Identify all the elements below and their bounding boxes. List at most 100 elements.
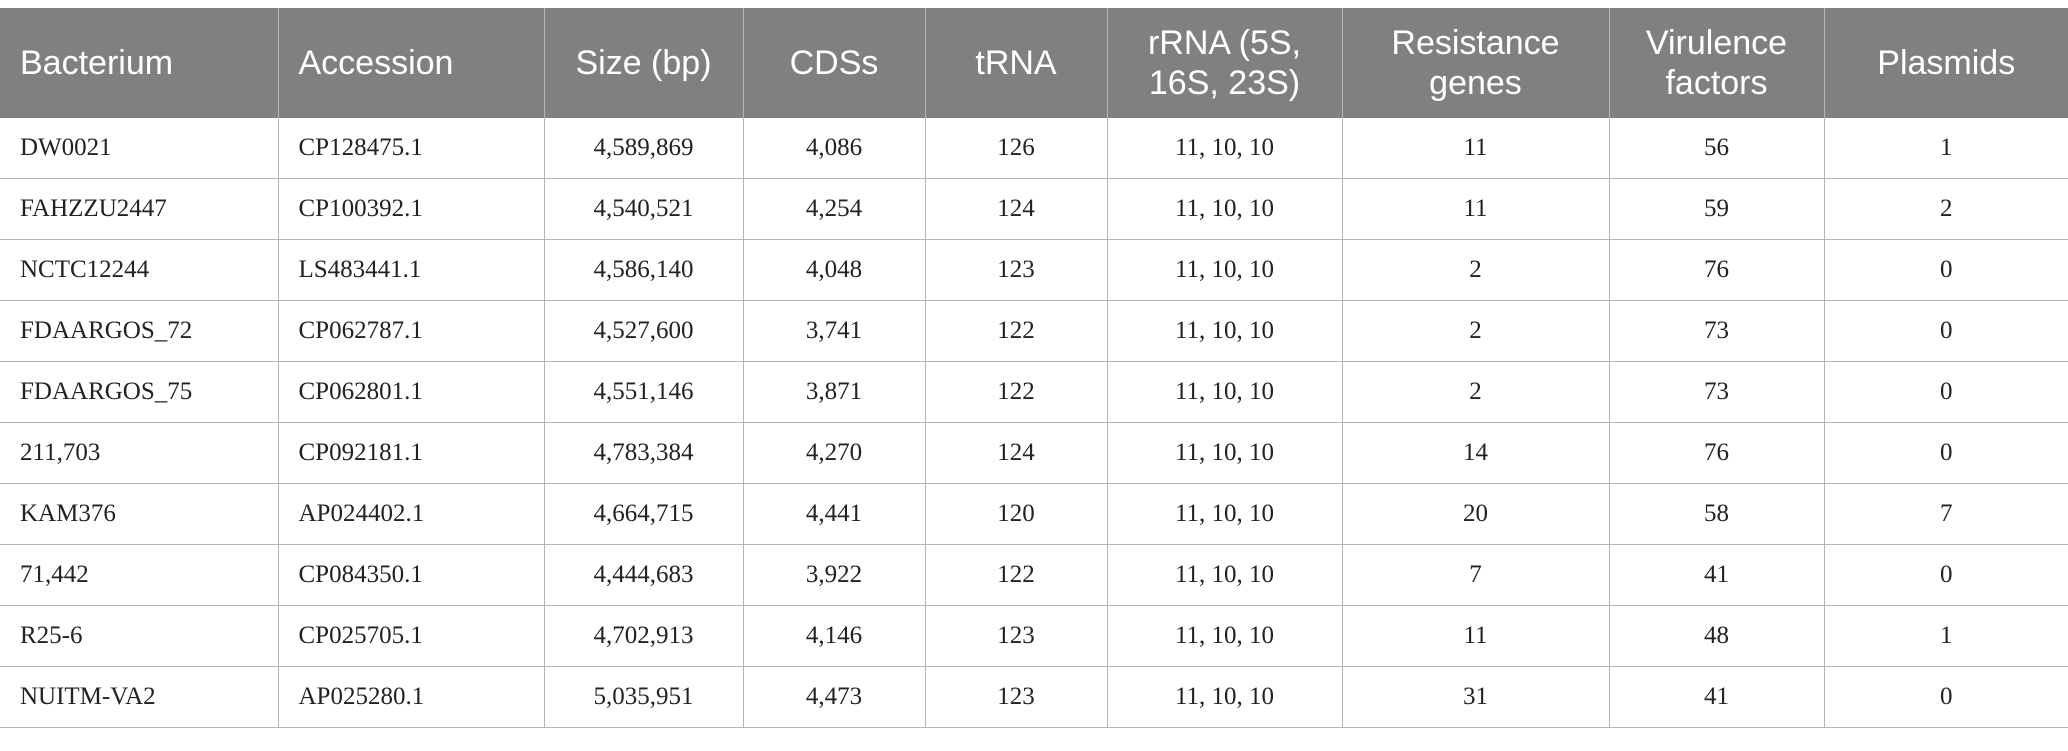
- cell-size: 4,540,521: [543, 178, 743, 240]
- cell-trna: 123: [924, 605, 1107, 667]
- cell-trna: 126: [924, 118, 1107, 179]
- cell-resistance-genes: 2: [1341, 361, 1609, 423]
- cell-virulence-factors: 73: [1608, 300, 1824, 362]
- header-size: Size (bp): [543, 8, 743, 118]
- cell-rrna: 11, 10, 10: [1106, 178, 1342, 240]
- cell-resistance-genes: 11: [1341, 118, 1609, 179]
- cell-accession: AP024402.1: [277, 483, 544, 545]
- cell-plasmids: 1: [1823, 605, 2068, 667]
- cell-size: 4,527,600: [543, 300, 743, 362]
- cell-rrna: 11, 10, 10: [1106, 544, 1342, 606]
- cell-bacterium: DW0021: [0, 118, 278, 179]
- cell-resistance-genes: 31: [1341, 666, 1609, 728]
- cell-virulence-factors: 41: [1608, 666, 1824, 728]
- header-rrna: rRNA (5S, 16S, 23S): [1106, 8, 1342, 118]
- cell-size: 4,444,683: [543, 544, 743, 606]
- cell-bacterium: R25-6: [0, 605, 278, 667]
- cell-cdss: 3,871: [742, 361, 925, 423]
- cell-accession: CP084350.1: [277, 544, 544, 606]
- cell-plasmids: 7: [1823, 483, 2068, 545]
- cell-trna: 123: [924, 666, 1107, 728]
- cell-virulence-factors: 48: [1608, 605, 1824, 667]
- cell-bacterium: NUITM-VA2: [0, 666, 278, 728]
- cell-trna: 122: [924, 361, 1107, 423]
- cell-bacterium: KAM376: [0, 483, 278, 545]
- header-accession: Accession: [277, 8, 544, 118]
- table-row: FDAARGOS_72 CP062787.1 4,527,600 3,741 122 11…: [0, 300, 2068, 362]
- header-row: Bacterium Accession Size (bp) CDSs tRNA …: [0, 8, 2068, 118]
- cell-rrna: 11, 10, 10: [1106, 422, 1342, 484]
- cell-plasmids: 0: [1823, 666, 2068, 728]
- cell-rrna: 11, 10, 10: [1106, 666, 1342, 728]
- cell-trna: 124: [924, 178, 1107, 240]
- cell-plasmids: 0: [1823, 361, 2068, 423]
- cell-cdss: 4,146: [742, 605, 925, 667]
- cell-trna: 120: [924, 483, 1107, 545]
- header-cdss: CDSs: [742, 8, 925, 118]
- cell-rrna: 11, 10, 10: [1106, 300, 1342, 362]
- cell-resistance-genes: 14: [1341, 422, 1609, 484]
- cell-accession: CP025705.1: [277, 605, 544, 667]
- cell-virulence-factors: 56: [1608, 118, 1824, 179]
- cell-bacterium: FDAARGOS_75: [0, 361, 278, 423]
- cell-bacterium: 71,442: [0, 544, 278, 606]
- table-row: 211,703 CP092181.1 4,783,384 4,270 124 11, 10…: [0, 422, 2068, 484]
- cell-plasmids: 2: [1823, 178, 2068, 240]
- cell-rrna: 11, 10, 10: [1106, 118, 1342, 179]
- table-container: Bacterium Accession Size (bp) CDSs tRNA …: [0, 8, 2068, 728]
- cell-plasmids: 1: [1823, 118, 2068, 179]
- cell-accession: CP062787.1: [277, 300, 544, 362]
- table-body: DW0021 CP128475.1 4,589,869 4,086 126 11, 10,…: [0, 118, 2068, 728]
- cell-size: 4,783,384: [543, 422, 743, 484]
- cell-trna: 122: [924, 300, 1107, 362]
- cell-cdss: 4,473: [742, 666, 925, 728]
- header-virulence-factors: Virulence factors: [1608, 8, 1824, 118]
- header-resistance-genes: Resistance genes: [1341, 8, 1609, 118]
- cell-resistance-genes: 7: [1341, 544, 1609, 606]
- cell-bacterium: 211,703: [0, 422, 278, 484]
- cell-virulence-factors: 76: [1608, 239, 1824, 301]
- cell-resistance-genes: 20: [1341, 483, 1609, 545]
- cell-accession: CP092181.1: [277, 422, 544, 484]
- cell-size: 4,702,913: [543, 605, 743, 667]
- cell-rrna: 11, 10, 10: [1106, 483, 1342, 545]
- cell-plasmids: 0: [1823, 422, 2068, 484]
- table-row: NCTC12244 LS483441.1 4,586,140 4,048 123 11, …: [0, 239, 2068, 301]
- header-bacterium: Bacterium: [0, 8, 278, 118]
- cell-virulence-factors: 73: [1608, 361, 1824, 423]
- cell-rrna: 11, 10, 10: [1106, 239, 1342, 301]
- cell-size: 5,035,951: [543, 666, 743, 728]
- cell-accession: AP025280.1: [277, 666, 544, 728]
- cell-virulence-factors: 41: [1608, 544, 1824, 606]
- cell-bacterium: FAHZZU2447: [0, 178, 278, 240]
- table-row: R25-6 CP025705.1 4,702,913 4,146 123 11, 10, …: [0, 605, 2068, 667]
- cell-trna: 123: [924, 239, 1107, 301]
- cell-cdss: 4,086: [742, 118, 925, 179]
- cell-size: 4,664,715: [543, 483, 743, 545]
- cell-bacterium: FDAARGOS_72: [0, 300, 278, 362]
- header-plasmids: Plasmids: [1823, 8, 2068, 118]
- cell-virulence-factors: 76: [1608, 422, 1824, 484]
- header-trna: tRNA: [924, 8, 1107, 118]
- cell-size: 4,551,146: [543, 361, 743, 423]
- cell-cdss: 4,254: [742, 178, 925, 240]
- cell-virulence-factors: 59: [1608, 178, 1824, 240]
- cell-accession: CP100392.1: [277, 178, 544, 240]
- cell-plasmids: 0: [1823, 239, 2068, 301]
- table-row: KAM376 AP024402.1 4,664,715 4,441 120 11, 10,…: [0, 483, 2068, 545]
- cell-resistance-genes: 2: [1341, 239, 1609, 301]
- table-row: FDAARGOS_75 CP062801.1 4,551,146 3,871 122 11…: [0, 361, 2068, 423]
- table-row: DW0021 CP128475.1 4,589,869 4,086 126 11, 10,…: [0, 118, 2068, 179]
- cell-resistance-genes: 2: [1341, 300, 1609, 362]
- table-row: FAHZZU2447 CP100392.1 4,540,521 4,254 124 11,…: [0, 178, 2068, 240]
- cell-accession: CP128475.1: [277, 118, 544, 179]
- table-row: NUITM-VA2 AP025280.1 5,035,951 4,473 123 11, …: [0, 666, 2068, 728]
- cell-resistance-genes: 11: [1341, 605, 1609, 667]
- cell-cdss: 4,441: [742, 483, 925, 545]
- cell-plasmids: 0: [1823, 300, 2068, 362]
- cell-size: 4,589,869: [543, 118, 743, 179]
- cell-cdss: 3,922: [742, 544, 925, 606]
- cell-cdss: 3,741: [742, 300, 925, 362]
- cell-plasmids: 0: [1823, 544, 2068, 606]
- genome-table: Bacterium Accession Size (bp) CDSs tRNA …: [0, 8, 2068, 728]
